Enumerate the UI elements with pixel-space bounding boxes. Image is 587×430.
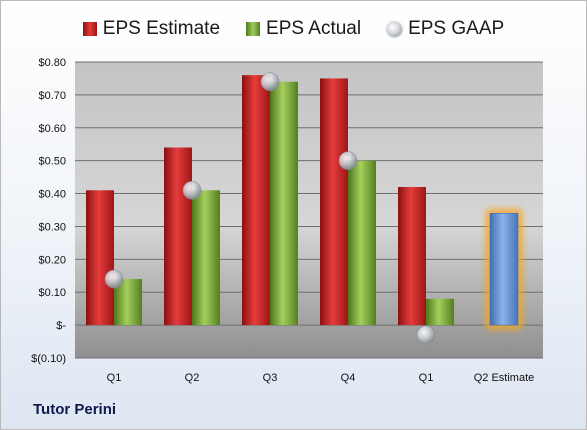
y-tick-label: $0.20 bbox=[38, 254, 66, 266]
y-tick-label: $0.30 bbox=[38, 221, 66, 233]
y-tick-label: $0.70 bbox=[38, 90, 66, 102]
x-tick-label: Q1 bbox=[419, 372, 434, 384]
legend-label-actual: EPS Actual bbox=[266, 18, 362, 39]
y-tick-label: $(0.10) bbox=[31, 353, 66, 365]
plot-area bbox=[75, 62, 543, 358]
y-axis-ticks: $(0.10) $- $0.10 $0.20 $0.30 $0.40 $0.50 $0.60 $… bbox=[31, 57, 66, 365]
y-tick-label: $0.40 bbox=[38, 189, 66, 201]
bar-eps-actual bbox=[192, 190, 220, 326]
legend-label-estimate: EPS Estimate bbox=[102, 18, 221, 39]
gridlines bbox=[75, 61, 543, 359]
bar-eps-actual bbox=[270, 81, 298, 326]
legend-item-gaap: EPS GAAP bbox=[387, 18, 504, 40]
point-eps-gaap bbox=[104, 269, 124, 289]
x-axis-ticks: Q1 Q2 Q3 Q4 Q1 Q2 Estimate bbox=[107, 372, 535, 384]
company-name: Tutor Perini bbox=[33, 401, 117, 418]
x-tick-label: Q2 Estimate bbox=[474, 372, 535, 384]
y-tick-label: $- bbox=[56, 320, 66, 332]
bars bbox=[86, 72, 523, 345]
bar-eps-projection bbox=[489, 213, 519, 326]
bar-eps-estimate bbox=[398, 186, 426, 326]
y-tick-label: $0.80 bbox=[38, 57, 66, 69]
bar-eps-estimate bbox=[242, 75, 270, 326]
legend-swatch-actual bbox=[246, 22, 261, 36]
y-tick-label: $0.60 bbox=[38, 123, 66, 135]
legend-swatch-gaap bbox=[387, 21, 403, 37]
x-tick-label: Q4 bbox=[341, 372, 356, 384]
y-tick-label: $0.10 bbox=[38, 287, 66, 299]
legend-item-actual: EPS Actual bbox=[246, 18, 361, 40]
bar-eps-estimate bbox=[164, 147, 192, 326]
legend-swatch-estimate bbox=[82, 22, 97, 36]
point-eps-gaap bbox=[338, 151, 358, 170]
bar-eps-actual bbox=[426, 298, 454, 326]
legend-label-gaap: EPS GAAP bbox=[408, 18, 505, 39]
bar-eps-estimate bbox=[86, 190, 114, 326]
x-tick-label: Q3 bbox=[263, 372, 278, 384]
legend: EPS Estimate EPS Actual EPS GAAP bbox=[0, 14, 587, 44]
point-eps-gaap bbox=[416, 325, 436, 345]
bar-eps-estimate bbox=[320, 78, 348, 326]
legend-item-estimate: EPS Estimate bbox=[82, 18, 221, 40]
x-tick-label: Q2 bbox=[185, 372, 200, 384]
point-eps-gaap bbox=[182, 180, 202, 200]
x-tick-label: Q1 bbox=[107, 372, 122, 384]
y-tick-label: $0.50 bbox=[38, 156, 66, 168]
point-eps-gaap bbox=[260, 72, 280, 92]
bar-eps-actual bbox=[348, 160, 376, 326]
